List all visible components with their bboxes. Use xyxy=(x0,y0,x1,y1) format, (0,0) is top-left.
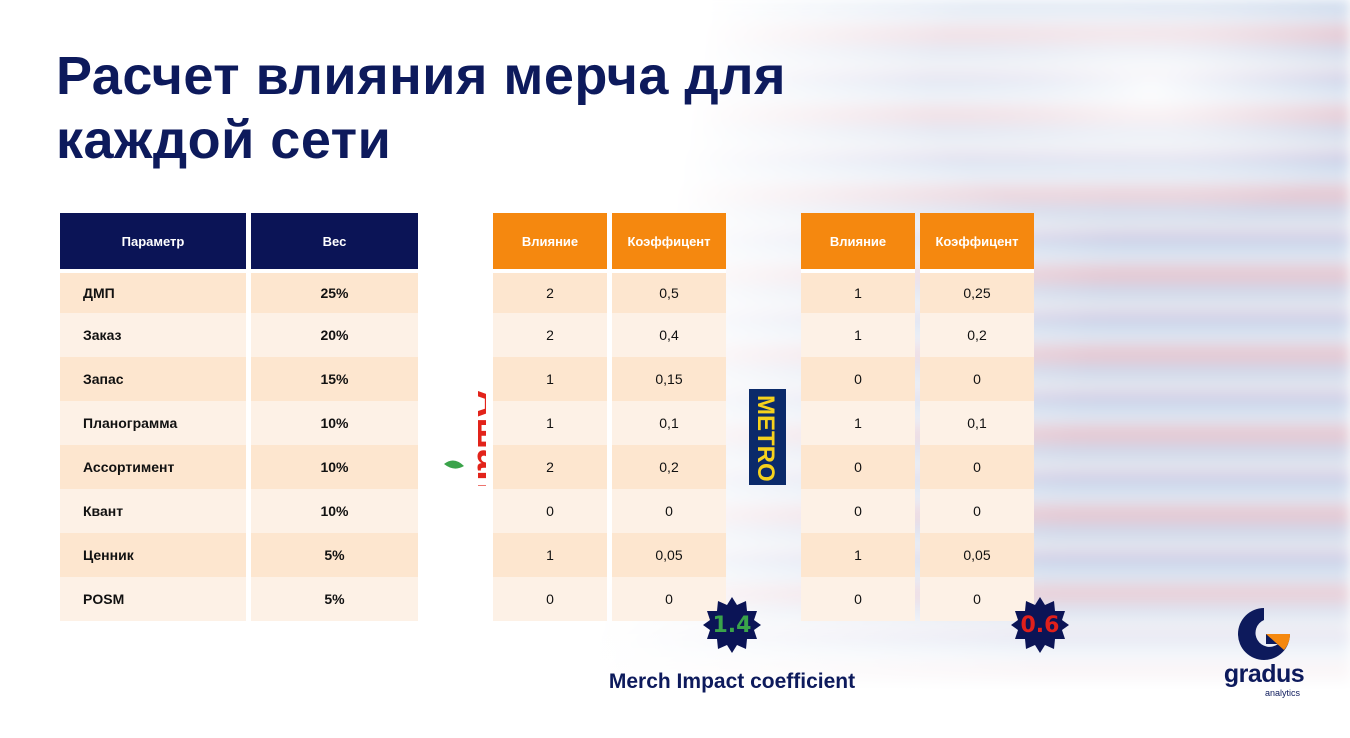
table-row: 2 0,4 xyxy=(493,313,726,357)
gradus-logo: gradus analytics xyxy=(1214,604,1314,704)
header-weight: Вес xyxy=(251,213,418,269)
table-row: Запас 15% xyxy=(60,357,418,401)
table-row: Планограмма 10% xyxy=(60,401,418,445)
parameter-name: Заказ xyxy=(60,313,246,357)
header-coefficient: Коэффицент xyxy=(920,213,1034,269)
impact-value: 0 xyxy=(801,489,915,533)
page-title: Расчет влияния мерча для каждой сети xyxy=(56,46,787,170)
parameter-weight: 20% xyxy=(251,313,418,357)
parameter-name: Квант xyxy=(60,489,246,533)
impact-value: 1 xyxy=(493,401,607,445)
table-row: 1 0,05 xyxy=(493,533,726,577)
impact-value: 0 xyxy=(801,445,915,489)
impact-value: 1 xyxy=(801,401,915,445)
table-row: 2 0,5 xyxy=(493,269,726,313)
parameter-weight: 10% xyxy=(251,445,418,489)
impact-value: 2 xyxy=(493,313,607,357)
auchan-logo: Ашан xyxy=(444,390,486,486)
table-row: Квант 10% xyxy=(60,489,418,533)
header-impact: Влияние xyxy=(801,213,915,269)
impact-value: 1 xyxy=(801,269,915,313)
table-row: 0 0 xyxy=(493,489,726,533)
coefficient-value: 0,15 xyxy=(612,357,726,401)
parameter-name: Ценник xyxy=(60,533,246,577)
table-row: ДМП 25% xyxy=(60,269,418,313)
coefficient-value: 0,05 xyxy=(612,533,726,577)
impact-value: 1 xyxy=(801,313,915,357)
impact-value: 0 xyxy=(493,577,607,621)
parameter-weight: 5% xyxy=(251,533,418,577)
table-row: 1 0,15 xyxy=(493,357,726,401)
impact-value: 1 xyxy=(801,533,915,577)
gradus-mark-icon xyxy=(1238,608,1291,660)
auchan-logo-text: Ашан xyxy=(469,390,486,486)
table-row: 1 0,05 xyxy=(801,533,1034,577)
coefficient-value: 0,4 xyxy=(612,313,726,357)
table-row: 0 0 xyxy=(801,489,1034,533)
brand-name: gradus xyxy=(1223,660,1305,688)
table-row: 0 0 xyxy=(801,577,1034,621)
table-row: 0 0 xyxy=(801,445,1034,489)
impact-value: 1 xyxy=(493,533,607,577)
header-impact: Влияние xyxy=(493,213,607,269)
table-row: Ассортимент 10% xyxy=(60,445,418,489)
impact-value: 2 xyxy=(493,445,607,489)
coefficient-value: 0 xyxy=(920,357,1034,401)
coefficient-value: 0,1 xyxy=(920,401,1034,445)
impact-value: 0 xyxy=(801,577,915,621)
table-row: Заказ 20% xyxy=(60,313,418,357)
coefficient-value: 0,2 xyxy=(612,445,726,489)
metro-total-value: 0.6 xyxy=(1020,612,1060,638)
table-row: 1 0,1 xyxy=(801,401,1034,445)
parameter-weight: 25% xyxy=(251,269,418,313)
parameter-weight: 10% xyxy=(251,401,418,445)
auchan-table: Влияние Коэффицент 2 0,5 2 0,4 1 0,15 1 … xyxy=(488,213,731,621)
metro-logo: METRO xyxy=(749,389,786,485)
coefficient-value: 0 xyxy=(920,489,1034,533)
table-row: 0 0 xyxy=(493,577,726,621)
table-row: 1 0,1 xyxy=(493,401,726,445)
parameters-table: Параметр Вес ДМП 25% Заказ 20% Запас 15%… xyxy=(55,213,423,621)
header-parameter: Параметр xyxy=(60,213,246,269)
table-row: POSM 5% xyxy=(60,577,418,621)
coefficient-value: 0,5 xyxy=(612,269,726,313)
coefficient-value: 0,05 xyxy=(920,533,1034,577)
parameter-weight: 10% xyxy=(251,489,418,533)
coefficient-value: 0 xyxy=(612,489,726,533)
parameter-name: POSM xyxy=(60,577,246,621)
coefficient-value: 0 xyxy=(920,577,1034,621)
table-row: 0 0 xyxy=(801,357,1034,401)
table-row: Ценник 5% xyxy=(60,533,418,577)
coefficient-value: 0,1 xyxy=(612,401,726,445)
parameter-name: Планограмма xyxy=(60,401,246,445)
impact-value: 0 xyxy=(801,357,915,401)
merch-impact-label: Merch Impact coefficient xyxy=(608,670,856,693)
parameter-weight: 5% xyxy=(251,577,418,621)
parameter-weight: 15% xyxy=(251,357,418,401)
impact-value: 0 xyxy=(493,489,607,533)
table-row: 1 0,2 xyxy=(801,313,1034,357)
metro-total-badge: 0.6 xyxy=(1010,595,1070,655)
brand-subtitle: analytics xyxy=(1264,688,1300,698)
parameter-name: ДМП xyxy=(60,269,246,313)
table-row: 2 0,2 xyxy=(493,445,726,489)
metro-logo-text: METRO xyxy=(752,395,779,482)
star-badge-icon xyxy=(1011,597,1069,653)
impact-value: 1 xyxy=(493,357,607,401)
coefficient-value: 0,2 xyxy=(920,313,1034,357)
parameter-name: Ассортимент xyxy=(60,445,246,489)
header-coefficient: Коэффицент xyxy=(612,213,726,269)
parameter-name: Запас xyxy=(60,357,246,401)
auchan-total-value: 1.4 xyxy=(712,612,752,638)
coefficient-value: 0 xyxy=(920,445,1034,489)
coefficient-value: 0 xyxy=(612,577,726,621)
auchan-total-badge: 1.4 xyxy=(702,595,762,655)
coefficient-value: 0,25 xyxy=(920,269,1034,313)
impact-value: 2 xyxy=(493,269,607,313)
star-badge-icon xyxy=(703,597,761,653)
table-row: 1 0,25 xyxy=(801,269,1034,313)
metro-table: Влияние Коэффицент 1 0,25 1 0,2 0 0 1 0,… xyxy=(796,213,1039,621)
